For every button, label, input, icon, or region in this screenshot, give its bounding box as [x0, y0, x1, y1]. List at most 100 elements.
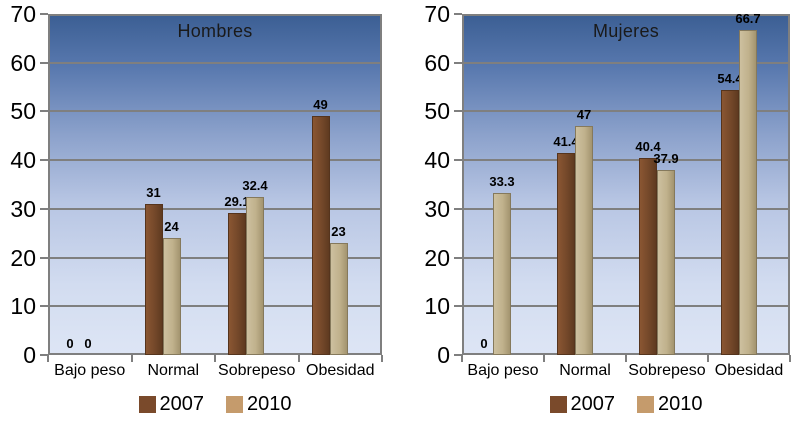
gridline	[48, 207, 382, 210]
data-label: 33.3	[489, 174, 515, 189]
gridline	[462, 110, 790, 113]
data-label: 66.7	[735, 11, 761, 26]
chart-title-hombres: Hombres	[177, 21, 253, 41]
x-axis-tick-mark	[214, 355, 216, 362]
bar-2007-sobrepeso	[228, 213, 246, 355]
x-axis-tick-mark	[625, 355, 627, 362]
gridline	[48, 256, 382, 259]
data-label: 24	[164, 219, 179, 234]
legend-mujeres: 2007 2010	[462, 393, 790, 416]
y-axis-tick-label: 50	[10, 98, 36, 125]
data-label: 49	[313, 97, 328, 112]
bar-2007-sobrepeso	[639, 158, 657, 355]
x-axis-category-label: Normal	[147, 362, 200, 379]
chart-mujeres: Mujeres 2007 2010 0 10 20 30 40 50 60 70 Bajo pe…	[401, 0, 802, 421]
y-axis-tick-mark	[40, 256, 48, 259]
legend-swatch-2007	[549, 396, 567, 413]
gridline	[462, 159, 790, 162]
y-axis-tick-label: 10	[424, 293, 450, 320]
x-axis-category-label: Sobrepeso	[218, 362, 296, 379]
x-axis-tick-mark	[297, 355, 300, 362]
gridline	[462, 61, 790, 64]
y-axis-tick-label: 20	[424, 244, 450, 271]
legend-label-2007: 2007	[159, 393, 205, 415]
data-label: 0	[84, 336, 92, 351]
y-axis-tick-mark	[40, 354, 48, 356]
chart-title-mujeres: Mujeres	[592, 21, 660, 41]
y-axis-tick-label: 0	[23, 342, 36, 368]
data-label: 32.4	[242, 178, 268, 193]
y-axis-tick-label: 30	[424, 195, 450, 222]
data-label: 0	[66, 336, 74, 351]
y-axis-tick-mark	[454, 207, 462, 210]
y-axis-tick-mark	[40, 13, 48, 15]
x-axis-category-label: Bajo peso	[54, 362, 126, 379]
data-label: 29.1	[224, 194, 250, 209]
data-label: 31	[146, 185, 161, 200]
data-label: 47	[576, 107, 592, 122]
bar-2007-normal	[557, 153, 575, 355]
y-axis-tick-mark	[454, 13, 462, 15]
legend-item-2010: 2010	[226, 393, 292, 416]
legend-label-2007: 2007	[570, 393, 616, 415]
legend-swatch-2007	[138, 396, 156, 413]
legend-item-2010: 2010	[637, 393, 703, 416]
y-axis-tick-mark	[454, 61, 462, 64]
data-label: 40.4	[635, 139, 661, 154]
x-axis-tick-mark	[461, 355, 463, 362]
gridline	[462, 256, 790, 259]
y-axis-tick-mark	[454, 256, 462, 259]
y-axis-tick-mark	[40, 207, 48, 210]
bar-2007-obesidad	[311, 116, 330, 355]
bar-2010-sobrepeso	[246, 197, 264, 355]
y-axis-tick-mark	[40, 305, 48, 308]
bar-2007-normal	[144, 204, 163, 355]
y-axis-tick-mark	[454, 110, 462, 113]
legend-label-2010: 2010	[658, 393, 703, 415]
bar-2010-normal	[162, 238, 181, 355]
y-axis-tick-label: 70	[10, 1, 36, 27]
y-axis-tick-label: 40	[424, 147, 450, 174]
x-axis-tick-mark	[381, 355, 383, 362]
y-axis-tick-mark	[40, 110, 48, 113]
x-axis-category-label: Normal	[559, 362, 611, 379]
data-label: 0	[480, 336, 488, 351]
y-axis-tick-mark	[40, 61, 48, 64]
y-axis-tick-label: 0	[437, 342, 450, 368]
y-axis-tick-label: 30	[10, 195, 36, 222]
y-axis-tick-label: 40	[10, 147, 36, 174]
data-label: 41.4	[553, 134, 579, 149]
x-axis-tick-mark	[789, 355, 791, 362]
x-axis-category-label: Obesidad	[714, 362, 784, 379]
legend-swatch-2010	[226, 396, 243, 413]
y-axis-tick-label: 70	[424, 1, 450, 27]
x-axis-tick-mark	[47, 355, 49, 362]
gridline	[462, 305, 790, 308]
bar-2007-obesidad	[721, 90, 739, 355]
gridline	[48, 159, 382, 162]
x-axis-category-label: Sobrepeso	[628, 362, 706, 379]
y-axis-tick-label: 10	[10, 293, 36, 320]
legend-swatch-2010	[637, 396, 654, 413]
legend-label-2010: 2010	[247, 393, 292, 415]
gridline	[48, 305, 382, 308]
y-axis-tick-label: 60	[424, 49, 450, 76]
gridline	[462, 207, 790, 210]
x-axis-category-label: Bajo peso	[467, 362, 539, 379]
gridline	[48, 110, 382, 113]
bar-2010-obesidad	[329, 243, 348, 355]
y-axis-tick-label: 50	[424, 98, 450, 125]
x-axis-tick-mark	[130, 355, 133, 362]
data-label: 23	[331, 224, 346, 239]
y-axis-tick-mark	[454, 305, 462, 308]
y-axis-tick-label: 60	[10, 49, 36, 76]
legend-item-2007: 2007	[138, 393, 205, 416]
bar-2010-bajo-peso	[493, 193, 511, 355]
bar-2010-sobrepeso	[657, 170, 675, 355]
legend-item-2007: 2007	[549, 393, 616, 416]
y-axis-tick-label: 20	[10, 244, 36, 271]
gridline	[48, 61, 382, 64]
bar-2010-normal	[575, 126, 593, 355]
data-label: 54.4	[717, 71, 743, 86]
